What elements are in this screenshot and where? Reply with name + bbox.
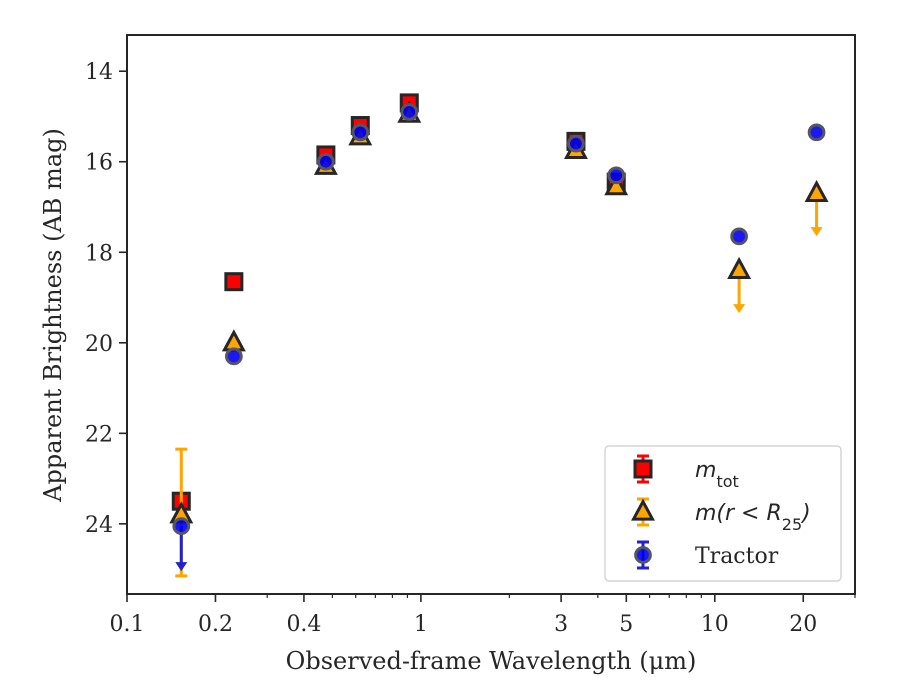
x-tick-label: 0.4: [286, 612, 321, 637]
legend-label-subscript: 25: [782, 515, 802, 534]
data-point: [221, 329, 246, 352]
legend-label-rest: ): [800, 501, 811, 526]
y-tick-label: 20: [85, 332, 113, 357]
triangle-marker: [804, 179, 829, 203]
data-point: [730, 227, 748, 246]
data-point: [727, 256, 752, 314]
x-axis-label: Observed-frame Wavelength (μm): [286, 647, 697, 675]
legend-label-main: m: [695, 458, 716, 483]
data-point: [604, 173, 629, 196]
circle-marker: [225, 347, 243, 366]
circle-marker: [807, 123, 826, 142]
circle-marker: [400, 103, 419, 121]
data-point: [172, 517, 191, 572]
upper-limit-arrowhead: [733, 304, 746, 314]
data-point: [807, 123, 826, 142]
triangle-marker: [631, 498, 655, 521]
data-point: [400, 103, 419, 121]
x-tick-label: 0.2: [198, 612, 233, 637]
y-tick-label: 18: [85, 241, 113, 266]
legend-label: Tractor: [695, 544, 779, 569]
circle-marker: [730, 227, 748, 246]
square-marker: [224, 272, 244, 292]
circle-marker: [634, 546, 652, 564]
data-series-layer: [169, 93, 829, 578]
circle-marker: [567, 134, 585, 153]
y-axis-label: Apparent Brightness (AB mag): [39, 128, 67, 503]
data-point: [317, 152, 335, 171]
data-point: [567, 134, 585, 153]
legend-label: m(r < R25): [695, 501, 811, 534]
legend-label: mtot: [695, 458, 739, 491]
x-tick-label: 10: [701, 612, 729, 637]
x-tick-label: 1: [414, 612, 428, 637]
legend-box: [604, 445, 842, 582]
data-point: [804, 179, 829, 237]
data-point: [225, 347, 243, 366]
data-point: [607, 166, 626, 185]
y-tick-label: 24: [85, 513, 113, 538]
plot-frame: [126, 34, 856, 595]
x-tick-label: 20: [789, 612, 817, 637]
plot-area: [126, 34, 856, 595]
legend-item: Tractor: [634, 540, 779, 570]
circle-marker: [351, 123, 370, 142]
y-axis: 14 16 18 20 22 24: [85, 60, 127, 538]
x-tick-label: 5: [619, 612, 633, 637]
legend-label-main: Tractor: [695, 544, 779, 569]
circle-marker: [317, 152, 335, 171]
series-circle: [172, 103, 826, 572]
upper-limit-arrowhead: [175, 562, 188, 572]
legend-item: mtot: [633, 454, 739, 491]
circle-marker: [172, 517, 191, 535]
upper-limit-arrowhead: [810, 227, 823, 237]
triangle-marker: [727, 256, 752, 279]
y-tick-label: 16: [85, 151, 113, 176]
circle-marker: [607, 166, 626, 185]
legend-label-subscript: tot: [716, 472, 738, 491]
triangle-marker: [221, 329, 246, 352]
series-square: [171, 93, 626, 511]
data-point: [224, 272, 244, 292]
x-axis: 0.1 0.2 0.4 1 3 5 10 20: [110, 594, 856, 637]
triangle-marker: [604, 173, 629, 196]
legend: mtot m(r < R25) Tractor: [604, 445, 842, 582]
legend-item: m(r < R25): [631, 497, 811, 534]
data-point: [351, 123, 370, 142]
x-tick-label: 0.1: [110, 612, 145, 637]
y-tick-label: 22: [85, 422, 113, 447]
y-tick-label: 14: [85, 60, 113, 85]
square-marker: [633, 459, 653, 479]
legend-label-main: m(r < R: [695, 501, 782, 526]
x-tick-label: 3: [554, 612, 568, 637]
